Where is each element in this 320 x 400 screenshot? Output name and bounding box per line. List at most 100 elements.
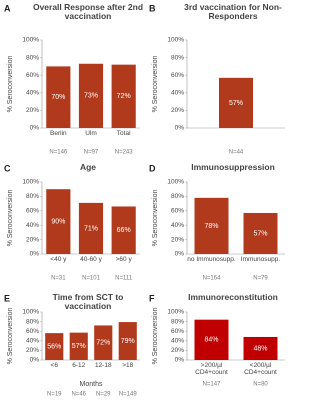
y-tick-label: 100%	[22, 179, 39, 186]
bar	[69, 332, 88, 360]
panel-letter: B	[149, 3, 156, 13]
x-tick-label: Total	[116, 130, 131, 137]
x-tick-label-box: Total	[116, 130, 131, 137]
y-tick-label: 60%	[171, 208, 184, 215]
x-tick-label: 6-12	[72, 362, 86, 369]
bar	[243, 336, 278, 360]
x-tick-label-box: Berlin	[50, 130, 67, 137]
chart-title-box: Time from SCT to vaccination	[52, 293, 124, 312]
y-tick-label: 0%	[175, 125, 185, 132]
bar	[219, 77, 253, 128]
x-tick-label-box: <200/µl CD4+count	[244, 362, 277, 376]
panel-letter: A	[4, 3, 11, 13]
bar	[78, 63, 104, 129]
value-label: 84%	[204, 337, 218, 344]
value-label: 90%	[51, 218, 65, 225]
x-tick-label-box: <6	[51, 362, 58, 369]
chart-title: Time from SCT to vaccination	[52, 293, 124, 312]
y-tick-label: 0%	[175, 251, 185, 258]
x-tick-label-box: >18	[122, 362, 133, 369]
value-label: 48%	[253, 345, 267, 352]
y-tick-label: 0%	[30, 125, 40, 132]
y-tick-label: 20%	[26, 236, 39, 243]
x-tick-label: no Immunosupp.	[187, 256, 236, 263]
y-tick-label: 80%	[171, 54, 184, 61]
y-tick-label: 100%	[167, 37, 184, 44]
bar	[111, 64, 136, 128]
x-tick-label-box: Ulm	[85, 130, 97, 137]
chart-title: Age	[79, 163, 97, 172]
y-tick-label: 60%	[26, 328, 39, 335]
y-axis-label: % Seroconversion	[152, 189, 159, 246]
value-label: 78%	[204, 223, 218, 230]
value-label: 72%	[117, 93, 131, 100]
y-axis-label: % Seroconversion	[152, 307, 159, 364]
panel-letter: E	[4, 293, 10, 303]
y-tick-label: 80%	[26, 318, 39, 325]
x-tick-label: Berlin	[50, 130, 67, 137]
x-tick-label: >60 y	[115, 256, 132, 263]
bar	[194, 319, 229, 360]
value-label: 57%	[72, 343, 86, 350]
value-label: 57%	[229, 100, 243, 107]
bar	[46, 66, 71, 128]
y-tick-label: 80%	[171, 193, 184, 200]
bar	[243, 212, 278, 254]
chart-title: 3rd vaccination for Non-Responders	[184, 3, 282, 22]
y-axis-label: % Seroconversion	[152, 55, 159, 112]
y-tick-label: 60%	[171, 72, 184, 79]
value-label: 57%	[253, 230, 267, 237]
y-tick-label: 20%	[26, 107, 39, 114]
panel-letter: D	[149, 163, 156, 173]
value-label: 72%	[96, 340, 110, 347]
x-tick-label-box: 40-60 y	[80, 256, 102, 263]
y-tick-label: 60%	[171, 328, 184, 335]
x-tick-label: 12-18	[94, 362, 112, 369]
chart-title: Immunoreconstitution	[188, 293, 278, 302]
x-tick-label: Immunosupp.	[240, 256, 281, 263]
n-label: N=29	[96, 392, 111, 398]
chart-title-box: Overall Response after 2nd vaccination	[32, 3, 144, 22]
n-label: N=46	[71, 392, 86, 398]
x-tick-label: >200/µl CD4+count	[195, 362, 228, 377]
x-tick-label-box: >60 y	[115, 256, 132, 263]
x-tick-label: Ulm	[85, 130, 97, 137]
n-label: N=101	[82, 276, 101, 282]
x-tick-label-box: >200/µl CD4+count	[195, 362, 228, 377]
n-label: N=97	[84, 150, 99, 156]
value-label: 71%	[84, 225, 98, 232]
bar	[111, 206, 136, 254]
value-label: 79%	[121, 338, 135, 345]
y-tick-label: 100%	[167, 179, 184, 186]
y-tick-label: 40%	[26, 90, 39, 97]
y-tick-label: 40%	[171, 90, 184, 97]
n-label: N=31	[51, 276, 66, 282]
y-tick-label: 60%	[26, 72, 39, 79]
y-tick-label: 20%	[171, 347, 184, 354]
bar	[78, 202, 104, 254]
y-tick-label: 40%	[26, 222, 39, 229]
y-tick-label: 100%	[22, 37, 39, 44]
y-axis-label: % Seroconversion	[7, 55, 14, 112]
panel-letter: F	[149, 293, 155, 303]
x-tick-label-box: 12-18	[94, 362, 112, 369]
bar	[45, 333, 64, 360]
n-label: N=146	[49, 150, 68, 156]
value-label: 56%	[47, 343, 61, 350]
bar	[118, 322, 137, 360]
chart-title: Immunosuppression	[191, 163, 275, 172]
chart-title: Overall Response after 2nd vaccination	[32, 3, 144, 22]
n-label: N=79	[253, 276, 268, 282]
y-tick-label: 80%	[26, 193, 39, 200]
y-tick-label: 0%	[30, 357, 40, 364]
n-label: N=44	[229, 150, 244, 156]
y-tick-label: 60%	[26, 208, 39, 215]
n-label: N=243	[115, 150, 134, 156]
x-axis-label: Months	[80, 381, 103, 388]
n-label: N=149	[119, 392, 138, 398]
value-label: 70%	[51, 94, 65, 101]
x-tick-label-box: <40 y	[50, 256, 66, 263]
x-tick-label: 40-60 y	[80, 256, 102, 263]
y-tick-label: 0%	[30, 251, 40, 258]
x-tick-label-box: 6-12	[72, 362, 86, 369]
